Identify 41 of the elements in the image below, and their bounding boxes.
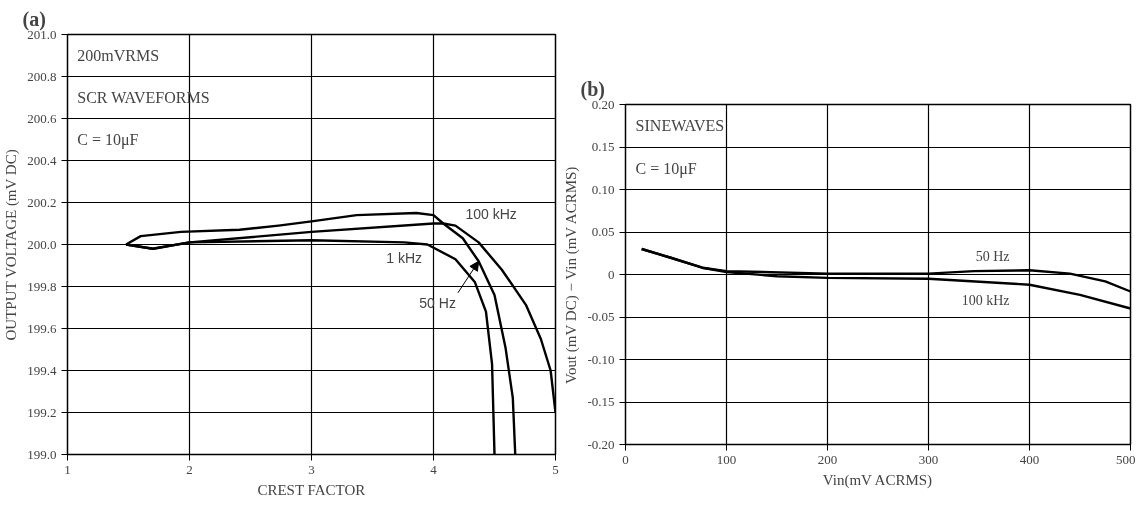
y-axis-title: Vout (mV DC) − Vin (mV ACRMS) — [563, 166, 581, 384]
x-tick-label: 4 — [430, 461, 438, 477]
x-tick-label: 400 — [1019, 451, 1040, 467]
x-tick-label: 0 — [622, 451, 629, 467]
y-tick-label: 200.6 — [27, 110, 57, 126]
y-tick-label: 200.2 — [27, 194, 57, 210]
annotation: C = 10μF — [77, 131, 139, 149]
x-tick-label: 1 — [64, 461, 71, 477]
annotation: 100 kHz — [961, 292, 1010, 308]
x-tick-label: 3 — [308, 461, 315, 477]
y-tick-label: 199.8 — [27, 278, 57, 294]
annotation: SINEWAVES — [635, 117, 725, 135]
x-axis-title: Vin(mV ACRMS) — [822, 471, 933, 489]
annotation: C = 10μF — [635, 159, 697, 178]
y-tick-label: 200.0 — [27, 236, 57, 252]
x-tick-label: 200 — [817, 451, 838, 467]
x-tick-label: 5 — [552, 461, 559, 477]
y-tick-label: 0.15 — [591, 139, 615, 154]
x-axis-title: CREST FACTOR — [257, 481, 366, 498]
y-axis-title: OUTPUT VOLTAGE (mV DC) — [3, 149, 21, 341]
y-tick-label: 200.4 — [27, 152, 57, 168]
y-tick-label: 199.0 — [27, 446, 57, 462]
y-tick-label: 0 — [608, 266, 615, 282]
y-tick-label: 199.4 — [27, 362, 57, 378]
y-tick-label: 199.6 — [27, 320, 57, 336]
annotation: 100 kHz — [465, 205, 517, 222]
y-tick-label: 0.05 — [591, 224, 615, 239]
x-tick-label: 300 — [918, 451, 939, 467]
annotation: 1 kHz — [386, 250, 423, 267]
y-tick-label: 200.8 — [27, 68, 57, 84]
annotation: 50 Hz — [975, 249, 1010, 265]
y-tick-label: -0.20 — [587, 436, 615, 452]
y-tick-label: 199.2 — [27, 404, 57, 420]
y-tick-label: -0.15 — [587, 394, 615, 409]
x-tick-label: 2 — [186, 461, 193, 477]
y-tick-label: -0.10 — [587, 351, 615, 367]
annotation: 200mVRMS — [77, 47, 160, 64]
y-tick-label: 0.10 — [591, 181, 615, 197]
y-tick-label: -0.05 — [587, 309, 615, 324]
x-tick-label: 100 — [716, 451, 737, 467]
x-tick-label: 500 — [1116, 451, 1136, 467]
